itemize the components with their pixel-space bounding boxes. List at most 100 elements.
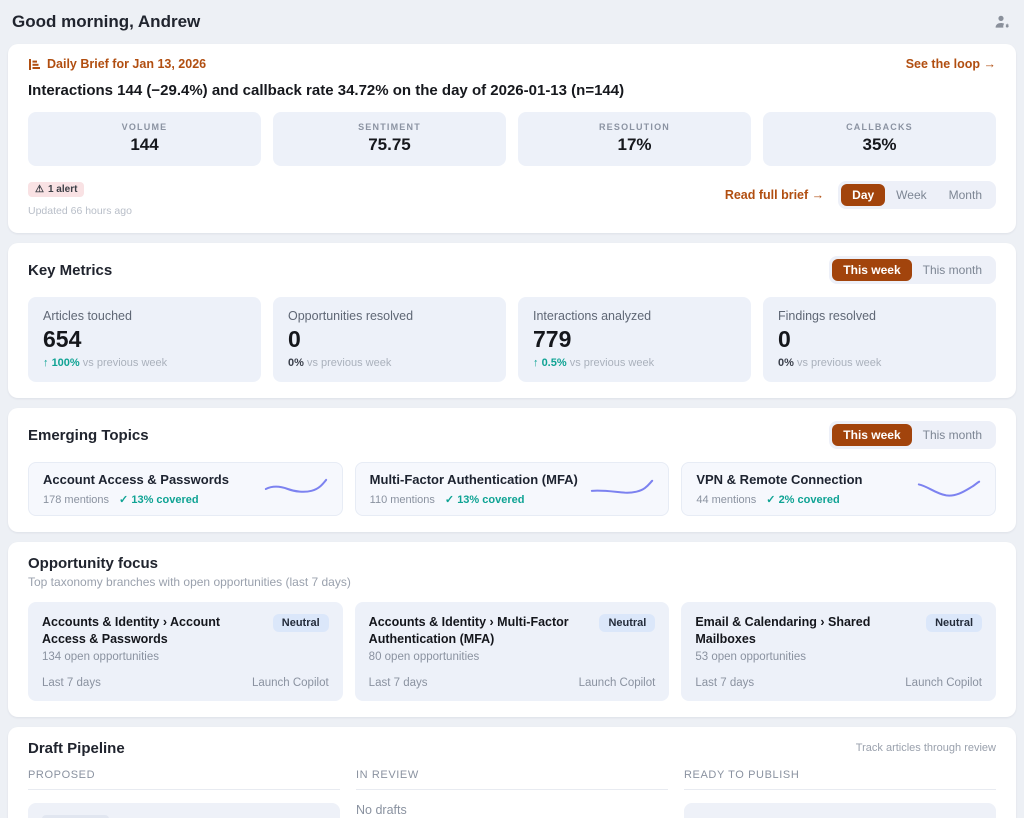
day-week-month-toggle: Day Week Month	[838, 181, 996, 209]
emerging-topics-title: Emerging Topics	[28, 426, 149, 444]
sparkline-chart	[591, 479, 654, 494]
topics-row: Account Access & Passwords 178 mentions …	[28, 462, 997, 516]
topic-mentions: 178 mentions	[43, 493, 110, 506]
metric-value: 654	[43, 326, 82, 352]
alert-count: 1 alert	[47, 184, 78, 195]
opportunity-title: Accounts & Identity › Multi-Factor Authe…	[368, 615, 569, 646]
metric-opportunities-resolved: Opportunities resolved 0 0% vs previous …	[273, 297, 506, 382]
topic-mentions: 110 mentions	[369, 493, 435, 506]
column-in-review: IN REVIEW No drafts	[356, 769, 668, 818]
opportunity-focus-card: Opportunity focus Top taxonomy branches …	[8, 542, 1016, 717]
updated-timestamp: Updated 66 hours ago	[28, 205, 132, 217]
stat-label: CALLBACKS	[846, 122, 913, 132]
topic-covered: 2% covered	[778, 494, 840, 506]
key-metrics-title: Key Metrics	[28, 261, 113, 279]
toggle-this-month[interactable]: This month	[922, 428, 982, 442]
column-header: IN REVIEW	[356, 769, 668, 790]
topic-card-account-access[interactable]: Account Access & Passwords 178 mentions …	[28, 462, 343, 516]
metric-value: 0	[778, 326, 791, 352]
opportunity-focus-title: Opportunity focus	[28, 555, 158, 572]
opportunity-count: 80 open opportunities	[368, 650, 480, 663]
toggle-this-month[interactable]: This month	[922, 263, 982, 277]
topic-name: Multi-Factor Authentication (MFA)	[369, 472, 578, 487]
stat-tile-resolution: RESOLUTION 17%	[518, 112, 751, 166]
alert-badge[interactable]: ⚠ 1 alert	[28, 182, 85, 197]
empty-state: No drafts	[356, 802, 407, 817]
sentiment-badge: Neutral	[272, 614, 329, 632]
column-header: PROPOSED	[28, 769, 340, 790]
topic-name: VPN & Remote Connection	[696, 472, 863, 487]
sparkline-chart	[917, 480, 981, 497]
topic-covered: 13% covered	[457, 494, 525, 506]
sentiment-badge: Neutral	[599, 614, 656, 632]
draft-card-ready[interactable]: 1mo ago Visitor cannot access internet v…	[684, 802, 996, 818]
toggle-this-week[interactable]: This week	[832, 424, 912, 446]
check-icon: ✓	[119, 494, 129, 506]
metric-interactions-analyzed: Interactions analyzed 779 ↑ 0.5% vs prev…	[518, 297, 751, 382]
stat-label: SENTIMENT	[358, 122, 421, 132]
opportunity-title: Accounts & Identity › Account Access & P…	[42, 615, 221, 646]
opportunity-period: Last 7 days	[368, 676, 428, 689]
topic-mentions: 44 mentions	[696, 493, 757, 506]
opportunity-card-shared-mailboxes[interactable]: Email & Calendaring › Shared Mailboxes N…	[681, 602, 997, 701]
warning-icon: ⚠	[35, 184, 44, 195]
toggle-week[interactable]: Week	[896, 188, 927, 202]
opportunity-row: Accounts & Identity › Account Access & P…	[28, 602, 997, 701]
opportunity-card-account-access[interactable]: Accounts & Identity › Account Access & P…	[28, 602, 343, 701]
opportunity-count: 134 open opportunities	[42, 650, 160, 663]
draft-pipeline-title: Draft Pipeline	[28, 739, 125, 757]
metric-articles-touched: Articles touched 654 ↑ 100% vs previous …	[28, 297, 261, 382]
stat-label: RESOLUTION	[598, 122, 670, 132]
stat-tile-volume: VOLUME 144	[28, 112, 261, 166]
topic-card-vpn[interactable]: VPN & Remote Connection 44 mentions ✓ 2%…	[681, 462, 997, 516]
read-full-brief-link[interactable]: Read full brief →	[724, 188, 825, 202]
stat-tile-sentiment: SENTIMENT 75.75	[273, 112, 506, 166]
toggle-this-week[interactable]: This week	[832, 259, 912, 281]
report-chart-icon	[28, 58, 41, 71]
toggle-day[interactable]: Day	[841, 184, 886, 206]
stat-value: 75.75	[368, 135, 411, 154]
opportunity-focus-subtitle: Top taxonomy branches with open opportun…	[28, 575, 351, 589]
metric-findings-resolved: Findings resolved 0 0% vs previous week	[763, 297, 996, 382]
launch-copilot-link[interactable]: Launch Copilot	[578, 676, 656, 689]
column-ready-to-publish: READY TO PUBLISH 1mo ago Visitor cannot …	[684, 769, 996, 818]
launch-copilot-link[interactable]: Launch Copilot	[905, 676, 983, 689]
metric-delta: ↑ 100% vs previous week	[43, 357, 168, 369]
metric-value: 779	[533, 326, 572, 352]
draft-age: 1mo ago	[275, 816, 326, 818]
column-proposed: PROPOSED KB0010128 1mo ago Visual & Teac…	[28, 769, 340, 818]
stat-value: 144	[130, 135, 159, 154]
topic-covered: 13% covered	[131, 494, 199, 506]
stat-value: 35%	[862, 135, 897, 154]
greeting-title: Good morning, Andrew	[12, 12, 201, 31]
sparkline-chart	[264, 478, 327, 493]
metric-label: Opportunities resolved	[288, 309, 414, 323]
stat-tile-callbacks: CALLBACKS 35%	[763, 112, 996, 166]
stat-value: 17%	[617, 135, 652, 154]
column-header: READY TO PUBLISH	[684, 769, 996, 790]
topic-card-mfa[interactable]: Multi-Factor Authentication (MFA) 110 me…	[354, 462, 670, 516]
metric-value: 0	[288, 326, 301, 352]
user-gear-icon[interactable]	[994, 14, 1012, 30]
opportunity-title: Email & Calendaring › Shared Mailboxes	[695, 615, 871, 646]
toggle-month[interactable]: Month	[948, 188, 982, 202]
metric-delta: ↑ 0.5% vs previous week	[533, 357, 655, 369]
opportunity-count: 53 open opportunities	[695, 650, 806, 663]
draft-card-proposed[interactable]: KB0010128 1mo ago Visual & Teaching Spac…	[28, 802, 340, 818]
top-bar: Good morning, Andrew	[8, 0, 1016, 44]
opportunity-card-mfa[interactable]: Accounts & Identity › Multi-Factor Authe…	[354, 602, 670, 701]
pipeline-hint: Track articles through review	[855, 742, 996, 755]
brief-stats-row: VOLUME 144 SENTIMENT 75.75 RESOLUTION 17…	[28, 112, 996, 166]
topic-name: Account Access & Passwords	[43, 472, 229, 487]
metric-label: Findings resolved	[778, 309, 876, 323]
pipeline-columns: PROPOSED KB0010128 1mo ago Visual & Teac…	[28, 769, 996, 818]
draft-age: 1mo ago	[698, 815, 749, 818]
see-the-loop-link[interactable]: See the loop →	[905, 57, 996, 71]
metric-label: Articles touched	[43, 309, 132, 323]
launch-copilot-link[interactable]: Launch Copilot	[251, 676, 329, 689]
check-icon: ✓	[444, 494, 455, 506]
draft-pipeline-card: Draft Pipeline Track articles through re…	[8, 726, 1016, 818]
brief-headline: Interactions 144 (−29.4%) and callback r…	[28, 82, 625, 99]
up-arrow-icon: ↑	[533, 357, 539, 369]
emerging-topics-toggle: This week This month	[829, 421, 996, 449]
